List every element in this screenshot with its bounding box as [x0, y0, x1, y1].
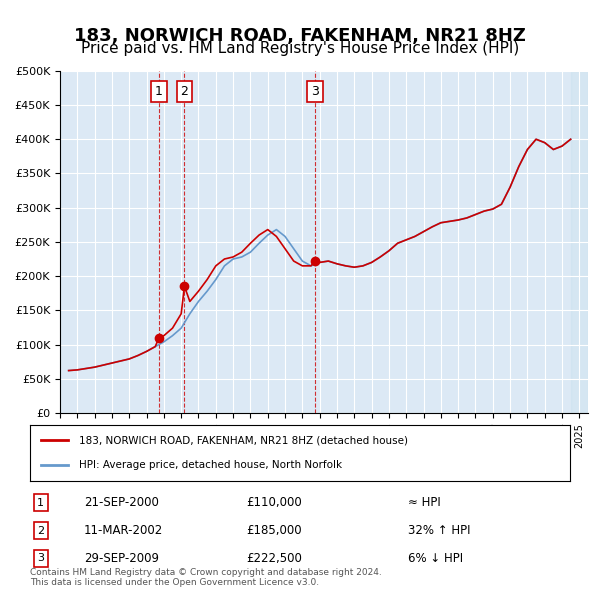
Text: 6% ↓ HPI: 6% ↓ HPI: [408, 552, 463, 565]
Text: 11-MAR-2002: 11-MAR-2002: [84, 524, 163, 537]
Text: Contains HM Land Registry data © Crown copyright and database right 2024.
This d: Contains HM Land Registry data © Crown c…: [30, 568, 382, 587]
Text: 183, NORWICH ROAD, FAKENHAM, NR21 8HZ (detached house): 183, NORWICH ROAD, FAKENHAM, NR21 8HZ (d…: [79, 435, 407, 445]
Text: 3: 3: [311, 85, 319, 98]
Text: £110,000: £110,000: [246, 496, 302, 509]
Text: 3: 3: [37, 553, 44, 563]
Text: 1: 1: [37, 498, 44, 507]
Text: £185,000: £185,000: [246, 524, 302, 537]
Text: Price paid vs. HM Land Registry's House Price Index (HPI): Price paid vs. HM Land Registry's House …: [81, 41, 519, 56]
Text: 21-SEP-2000: 21-SEP-2000: [84, 496, 159, 509]
Text: ≈ HPI: ≈ HPI: [408, 496, 441, 509]
Text: 2: 2: [37, 526, 44, 536]
Text: 32% ↑ HPI: 32% ↑ HPI: [408, 524, 470, 537]
Text: 2: 2: [181, 85, 188, 98]
Text: 29-SEP-2009: 29-SEP-2009: [84, 552, 159, 565]
Bar: [571, 71, 588, 413]
Text: HPI: Average price, detached house, North Norfolk: HPI: Average price, detached house, Nort…: [79, 460, 342, 470]
Text: 183, NORWICH ROAD, FAKENHAM, NR21 8HZ: 183, NORWICH ROAD, FAKENHAM, NR21 8HZ: [74, 27, 526, 45]
Text: 1: 1: [155, 85, 163, 98]
Text: £222,500: £222,500: [246, 552, 302, 565]
